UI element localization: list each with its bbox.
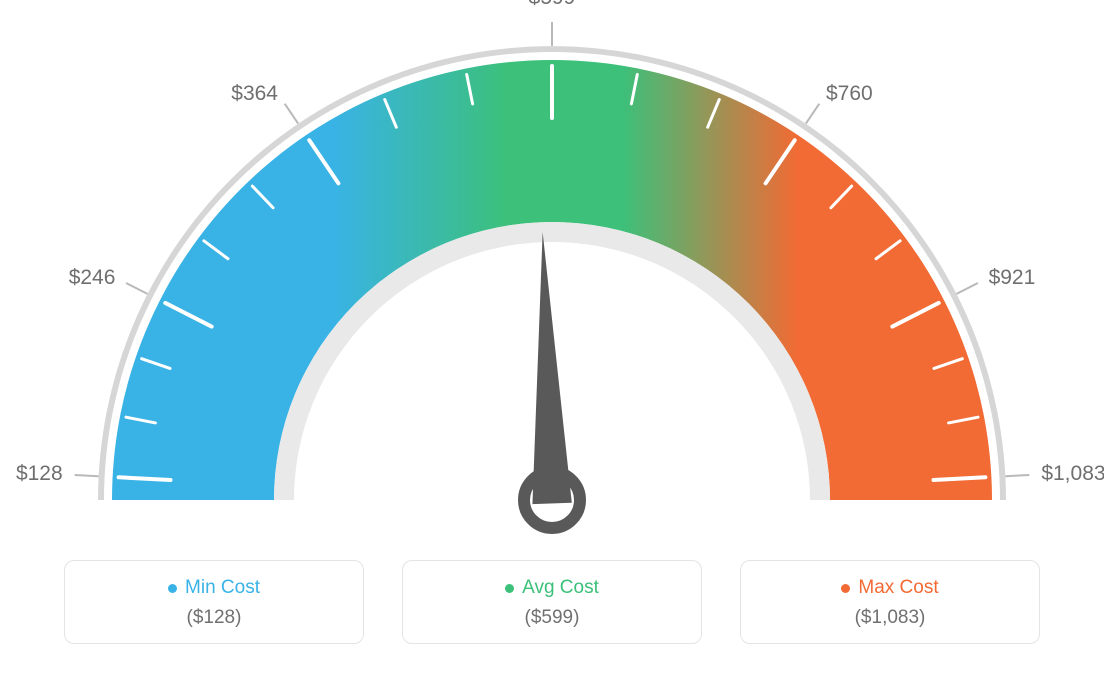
gauge-tick-label: $760: [826, 82, 873, 106]
gauge-chart: $128 $246 $364 $599 $760 $921 $1,083: [0, 0, 1104, 560]
gauge-tick-label: $599: [529, 0, 576, 10]
gauge-tick-label: $921: [989, 266, 1036, 290]
legend-value-max: ($1,083): [759, 607, 1021, 629]
legend-row: Min Cost ($128) Avg Cost ($599) Max Cost…: [0, 560, 1104, 644]
legend-value-min: ($128): [83, 607, 345, 629]
legend-title-label: Avg Cost: [522, 577, 599, 599]
legend-card-avg: Avg Cost ($599): [402, 560, 702, 644]
legend-title-min: Min Cost: [168, 577, 260, 599]
legend-title-max: Max Cost: [841, 577, 938, 599]
gauge-tick-label: $1,083: [1041, 462, 1104, 486]
gauge-tick-label: $246: [69, 266, 116, 290]
gauge-tick-label: $364: [231, 82, 278, 106]
dot-icon: [505, 584, 514, 593]
gauge-svg: [0, 0, 1104, 560]
gauge-tick-label: $128: [16, 462, 63, 486]
legend-title-label: Min Cost: [185, 577, 260, 599]
legend-card-max: Max Cost ($1,083): [740, 560, 1040, 644]
dot-icon: [841, 584, 850, 593]
dot-icon: [168, 584, 177, 593]
legend-card-min: Min Cost ($128): [64, 560, 364, 644]
legend-title-label: Max Cost: [858, 577, 938, 599]
legend-title-avg: Avg Cost: [505, 577, 599, 599]
legend-value-avg: ($599): [421, 607, 683, 629]
